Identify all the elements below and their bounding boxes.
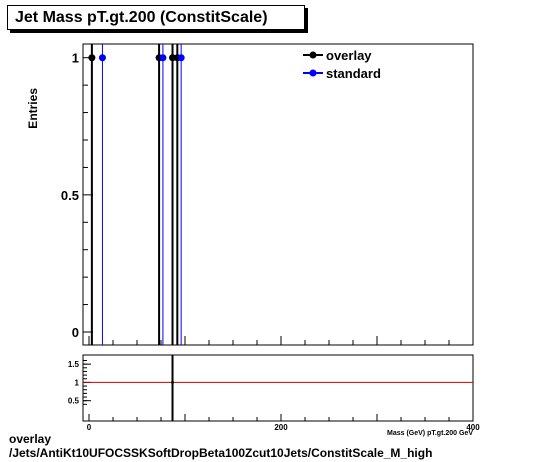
main-plot-frame: [82, 43, 474, 346]
ratio-x-tick-label: 0: [87, 423, 92, 432]
chart-title: Jet Mass pT.gt.200 (ConstitScale): [15, 9, 268, 26]
legend-label-overlay: overlay: [326, 48, 372, 63]
data-point-standard: [98, 54, 106, 62]
ratio-y-tick-label: 0.5: [68, 397, 80, 406]
x-axis-label: Mass (GeV) pT.gt.200 GeV: [387, 430, 473, 437]
ratio-x-tick-label: 400: [466, 423, 480, 432]
y-tick-label: 1: [72, 51, 79, 66]
data-point-overlay: [88, 54, 96, 62]
ratio-plot-frame: [82, 354, 474, 422]
y-tick-label: 0: [72, 325, 79, 340]
y-axis-label: Entries: [26, 88, 40, 129]
title-box: Jet Mass pT.gt.200 (ConstitScale): [7, 5, 305, 30]
y-tick-label: 0.5: [61, 188, 79, 203]
data-point-standard: [159, 54, 167, 62]
ratio-y-tick-label: 1.5: [68, 360, 80, 369]
footer-label: overlay: [9, 432, 52, 446]
ratio-y-tick-label: 1: [75, 378, 80, 387]
data-point-overlay: [169, 54, 177, 62]
data-point-standard: [177, 54, 185, 62]
ratio-x-tick-label: 200: [274, 423, 288, 432]
legend-label-standard: standard: [326, 66, 381, 81]
ratio-data-point: [171, 380, 175, 384]
legend-marker-overlay: [309, 51, 317, 59]
footer-path: /Jets/AntiKt10UFOCSSKSoftDropBeta100Zcut…: [9, 446, 433, 460]
legend-marker-standard: [309, 69, 317, 77]
